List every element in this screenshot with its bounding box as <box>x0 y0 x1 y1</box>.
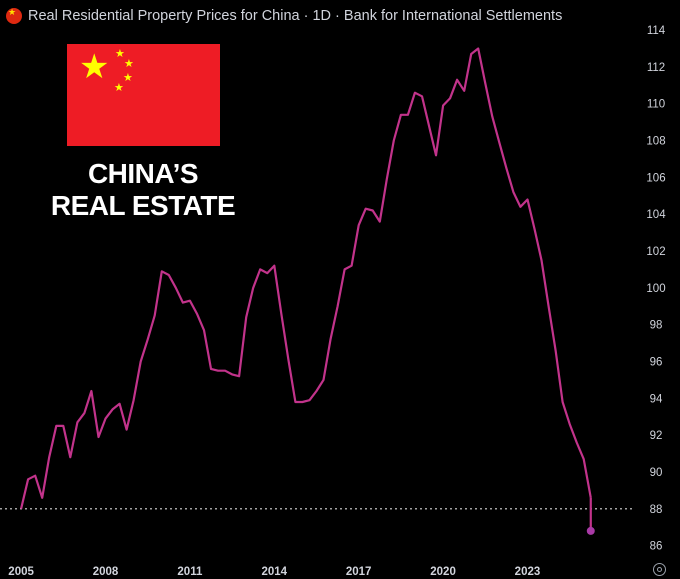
headline-line-1: CHINA’S <box>87 158 199 189</box>
y-tick-label: 94 <box>650 393 663 405</box>
y-tick-label: 100 <box>646 283 665 295</box>
x-tick-label: 2005 <box>8 566 34 578</box>
y-tick-label: 90 <box>650 467 663 479</box>
y-tick-label: 102 <box>646 246 665 258</box>
china-flag-banner: ★ ★ ★ ★ ★ <box>67 44 220 146</box>
x-tick-label: 2011 <box>177 566 203 578</box>
x-tick-label: 2023 <box>515 566 541 578</box>
y-tick-label: 98 <box>650 320 663 332</box>
series-line <box>20 47 592 510</box>
small-star-icon: ★ <box>115 48 125 60</box>
y-tick-label: 88 <box>650 504 663 516</box>
headline: CHINA’S REAL ESTATE <box>30 158 256 222</box>
china-flag-icon: ★ <box>6 8 22 24</box>
y-tick-label: 112 <box>647 62 665 74</box>
small-star-icon: ★ <box>114 82 124 94</box>
settings-icon[interactable] <box>653 563 666 576</box>
y-tick-label: 104 <box>646 209 666 221</box>
last-value-point[interactable] <box>586 526 595 535</box>
chart-title: Real Residential Property Prices for Chi… <box>28 8 563 24</box>
big-star-icon: ★ <box>79 48 110 86</box>
small-star-icon: ★ <box>123 72 133 84</box>
y-tick-label: 92 <box>650 430 663 442</box>
small-star-icon: ★ <box>124 58 134 70</box>
x-tick-label: 2017 <box>346 566 372 578</box>
y-tick-label: 114 <box>647 25 666 37</box>
y-tick-label: 96 <box>650 356 663 368</box>
y-axis: 86 88 90 92 94 96 98 100 102 104 106 108 110 112 114 <box>646 25 666 553</box>
y-tick-label: 110 <box>647 99 665 111</box>
headline-line-2: REAL ESTATE <box>50 190 236 221</box>
y-tick-label: 86 <box>650 541 663 553</box>
x-tick-label: 2020 <box>430 566 456 578</box>
chart-header: ★ Real Residential Property Prices for C… <box>6 5 562 27</box>
x-axis: 2005 2008 2011 2014 2017 2020 2023 <box>8 566 540 578</box>
y-tick-label: 106 <box>646 172 665 184</box>
x-tick-label: 2008 <box>93 566 119 578</box>
x-tick-label: 2014 <box>261 566 287 578</box>
y-tick-label: 108 <box>646 136 665 148</box>
